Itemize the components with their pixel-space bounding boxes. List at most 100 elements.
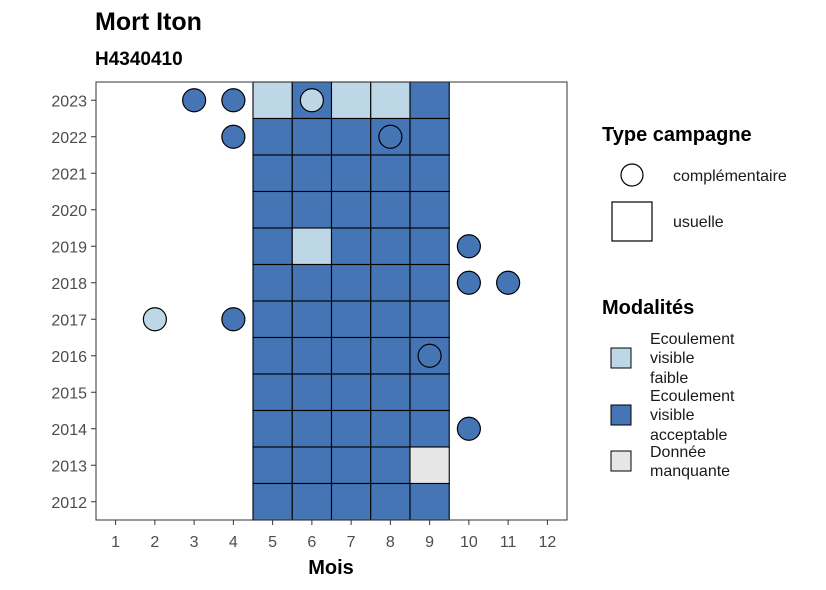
y-tick-label-2013: 2013 xyxy=(51,458,87,475)
tile-usuelle-2018-6 xyxy=(291,263,333,302)
y-tick-label-2021: 2021 xyxy=(51,166,87,183)
legend-key-acceptable xyxy=(610,404,632,426)
tile-usuelle-2017-5 xyxy=(252,300,293,339)
legend-square-icon xyxy=(611,201,653,242)
point-complementaire-2022-8 xyxy=(378,124,403,149)
tile-usuelle-2021-5 xyxy=(252,154,293,193)
tile-usuelle-2017-9 xyxy=(409,300,450,339)
legend-mod-acceptable-line3: acceptable xyxy=(650,427,727,444)
tile-usuelle-2016-5 xyxy=(252,336,293,375)
tile-usuelle-2019-7 xyxy=(330,227,372,266)
tile-usuelle-2013-6 xyxy=(291,446,333,485)
legend-mod-faible-line3: faible xyxy=(650,370,688,387)
tile-usuelle-2019-9 xyxy=(409,227,450,266)
x-tick-label-8: 8 xyxy=(386,534,395,551)
x-tick-label-10: 10 xyxy=(460,534,478,551)
legend-mod-faible-line1: Ecoulement xyxy=(650,331,735,348)
tile-usuelle-2020-9 xyxy=(409,190,450,229)
tile-usuelle-2012-9 xyxy=(409,482,450,521)
point-complementaire-2023-4 xyxy=(221,88,246,113)
tile-usuelle-2021-7 xyxy=(330,154,372,193)
legend-key-manquante xyxy=(610,450,632,472)
tile-usuelle-2018-7 xyxy=(330,263,372,302)
tile-usuelle-2018-5 xyxy=(252,263,293,302)
point-complementaire-2019-10 xyxy=(456,234,481,259)
tile-usuelle-2019-8 xyxy=(370,227,411,266)
tile-usuelle-2016-6 xyxy=(291,336,333,375)
x-tick-label-12: 12 xyxy=(538,534,556,551)
y-tick-label-2015: 2015 xyxy=(51,385,87,402)
x-axis-label: Mois xyxy=(308,557,354,579)
x-tick-label-5: 5 xyxy=(268,534,277,551)
tile-usuelle-2013-7 xyxy=(330,446,372,485)
tile-usuelle-2020-7 xyxy=(330,190,372,229)
x-tick-label-9: 9 xyxy=(425,534,434,551)
legend-modalites: Modalités Ecoulement visible faible Ecou… xyxy=(602,297,735,480)
x-tick-label-7: 7 xyxy=(347,534,356,551)
tile-usuelle-2018-8 xyxy=(370,263,411,302)
point-complementaire-2017-4 xyxy=(221,307,246,332)
point-complementaire-2014-10 xyxy=(456,416,481,441)
point-complementaire-2018-11 xyxy=(496,270,521,295)
panel-border xyxy=(95,81,568,521)
tile-usuelle-2013-8 xyxy=(370,446,411,485)
chart-title: Mort Iton xyxy=(95,8,202,36)
tile-usuelle-2015-7 xyxy=(330,373,372,412)
legend-type: Type campagne complémentaire usuelle xyxy=(602,124,787,242)
x-tick-label-2: 2 xyxy=(150,534,159,551)
y-tick-label-2018: 2018 xyxy=(51,276,87,293)
tile-usuelle-2013-9 xyxy=(409,446,450,485)
legend-mod-manquante-line2: manquante xyxy=(650,463,730,480)
tile-usuelle-2012-6 xyxy=(291,482,333,521)
tile-usuelle-2014-9 xyxy=(409,409,450,448)
tile-usuelle-2021-8 xyxy=(370,154,411,193)
tile-usuelle-2012-7 xyxy=(330,482,372,521)
y-tick-label-2017: 2017 xyxy=(51,312,87,329)
tile-usuelle-2014-6 xyxy=(291,409,333,448)
tile-usuelle-2022-6 xyxy=(291,117,333,156)
legend-type-title: Type campagne xyxy=(602,124,752,146)
tile-usuelle-2015-8 xyxy=(370,373,411,412)
tile-usuelle-2017-8 xyxy=(370,300,411,339)
tile-usuelle-2021-9 xyxy=(409,154,450,193)
legend-mod-manquante-line1: Donnée xyxy=(650,444,706,461)
y-tick-label-2022: 2022 xyxy=(51,130,87,147)
point-complementaire-2023-6 xyxy=(299,88,324,113)
tile-usuelle-2019-5 xyxy=(252,227,293,266)
point-complementaire-2016-9 xyxy=(417,343,442,368)
point-complementaire-2023-3 xyxy=(182,88,207,113)
y-tick-label-2016: 2016 xyxy=(51,349,87,366)
tile-usuelle-2023-5 xyxy=(252,81,293,120)
legend-key-faible xyxy=(610,347,632,369)
y-tick-label-2023: 2023 xyxy=(51,93,87,110)
tile-usuelle-2022-5 xyxy=(252,117,293,156)
plot-area: 1 2 3 4 5 6 7 8 9 10 11 122012201320142015201620172… xyxy=(51,81,568,551)
legend-type-label-complementaire: complémentaire xyxy=(673,168,787,185)
tile-usuelle-2014-7 xyxy=(330,409,372,448)
y-tick-label-2012: 2012 xyxy=(51,495,87,512)
tile-usuelle-2018-9 xyxy=(409,263,450,302)
tile-usuelle-2016-7 xyxy=(330,336,372,375)
chart-subtitle: H4340410 xyxy=(95,49,183,70)
x-tick-label-6: 6 xyxy=(307,534,316,551)
tile-usuelle-2019-6 xyxy=(291,227,333,266)
tile-usuelle-2015-5 xyxy=(252,373,293,412)
y-tick-label-2019: 2019 xyxy=(51,239,87,256)
point-complementaire-2018-10 xyxy=(456,270,481,295)
tile-usuelle-2023-8 xyxy=(370,81,411,120)
point-complementaire-2017-2 xyxy=(142,307,167,332)
legend-mod-faible-line2: visible xyxy=(650,350,695,367)
tile-usuelle-2020-8 xyxy=(370,190,411,229)
legend-type-label-usuelle: usuelle xyxy=(673,214,724,231)
tile-usuelle-2020-6 xyxy=(291,190,333,229)
tile-usuelle-2015-9 xyxy=(409,373,450,412)
tile-usuelle-2016-8 xyxy=(370,336,411,375)
tile-usuelle-2022-9 xyxy=(409,117,450,156)
legend-circle-icon xyxy=(620,163,644,187)
tile-usuelle-2014-5 xyxy=(252,409,293,448)
x-tick-label-3: 3 xyxy=(190,534,199,551)
x-tick-label-4: 4 xyxy=(229,534,238,551)
y-tick-label-2014: 2014 xyxy=(51,422,87,439)
tile-usuelle-2017-7 xyxy=(330,300,372,339)
